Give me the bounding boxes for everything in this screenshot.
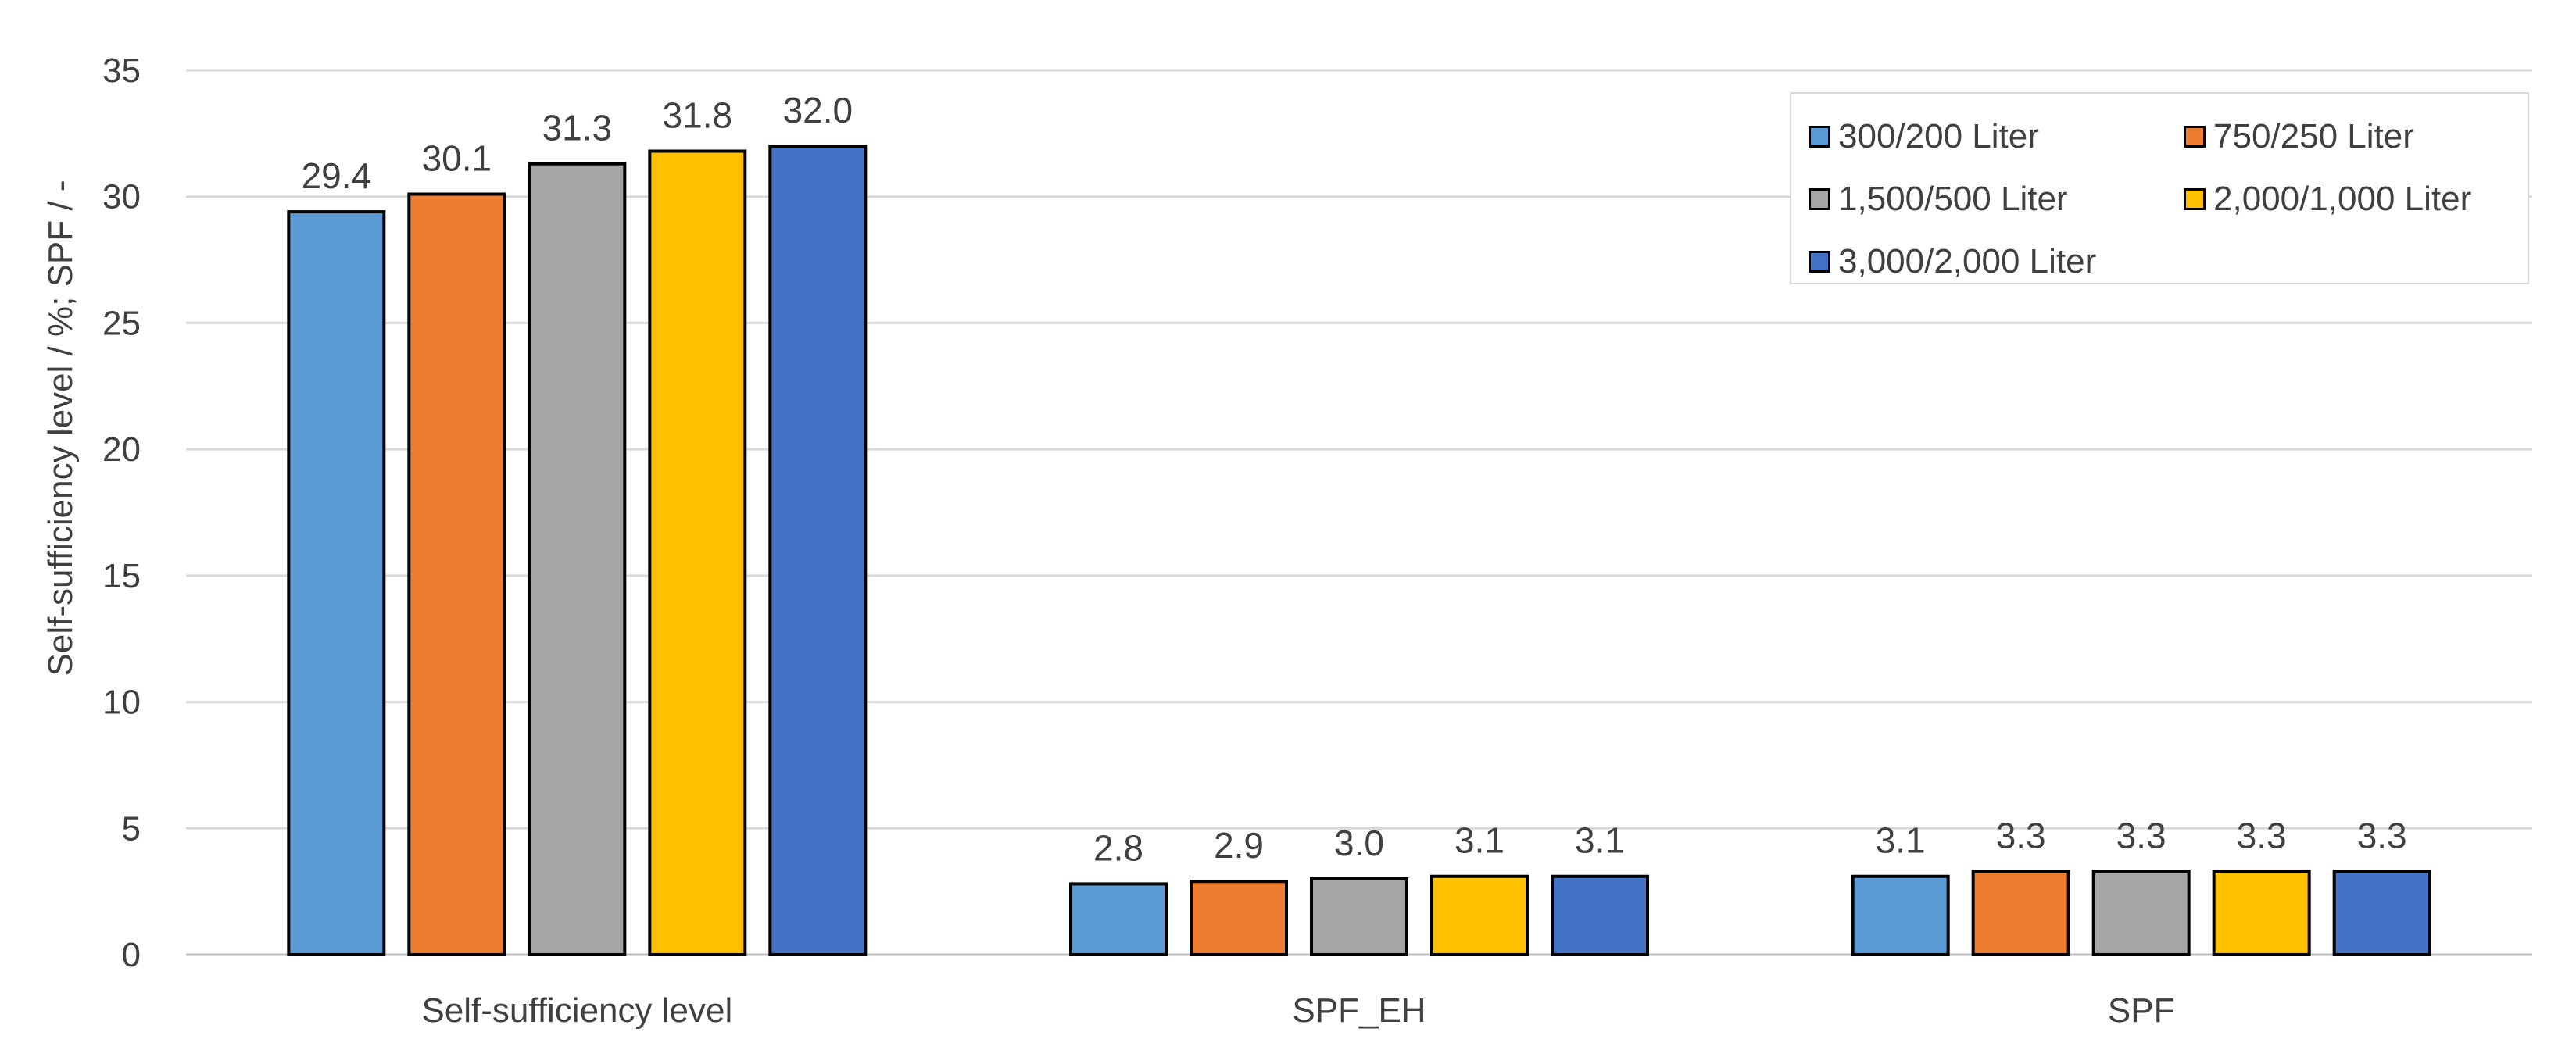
x-category-label-self-sufficiency-level: Self-sufficiency level — [421, 991, 732, 1030]
bar-spf-eh-3-000-2-000-liter — [1551, 874, 1649, 957]
legend: 300/200 Liter 750/250 Liter 1,500/500 Li… — [1790, 92, 2529, 284]
y-tick-label-25: 25 — [102, 304, 141, 342]
bar-spf-3-000-2-000-liter — [2332, 870, 2431, 956]
x-category-label-spf-eh: SPF_EH — [1292, 991, 1426, 1030]
data-label-spf-eh-3-000-2-000-liter: 3.1 — [1575, 820, 1625, 861]
bar-self-sufficiency-level-300-200-liter — [287, 210, 386, 956]
y-tick-label-30: 30 — [102, 178, 141, 216]
legend-label-1500-500-liter: 1,500/500 Liter — [1838, 180, 2068, 218]
legend-swatch-300-200-liter — [1809, 126, 1830, 148]
y-tick-label-35: 35 — [102, 52, 141, 90]
y-tick-label-0: 0 — [122, 936, 141, 974]
legend-swatch-2000-1000-liter — [2184, 188, 2206, 210]
bar-spf-eh-1-500-500-liter — [1310, 877, 1408, 957]
legend-swatch-1500-500-liter — [1809, 188, 1830, 210]
bar-spf-2-000-1-000-liter — [2212, 870, 2311, 956]
legend-label-3000-2000-liter: 3,000/2,000 Liter — [1838, 242, 2097, 280]
legend-item-2000-1000-liter: 2,000/1,000 Liter — [2184, 180, 2471, 219]
bar-spf-1-500-500-liter — [2091, 870, 2191, 956]
data-label-self-sufficiency-level-3-000-2-000-liter: 32.0 — [783, 90, 853, 130]
y-tick-label-20: 20 — [102, 430, 141, 469]
y-axis-ticks: 0 5 10 15 20 25 30 35 — [102, 52, 141, 974]
x-category-label-spf: SPF — [2108, 991, 2175, 1030]
bar-self-sufficiency-level-2-000-1-000-liter — [648, 149, 747, 956]
legend-swatch-750-250-liter — [2184, 126, 2206, 148]
y-tick-label-15: 15 — [102, 557, 141, 595]
x-axis-categories: Self-sufficiency level SPF_EH SPF — [421, 991, 2174, 1030]
legend-item-300-200-liter: 300/200 Liter — [1809, 117, 2039, 156]
data-label-spf-eh-1-500-500-liter: 3.0 — [1334, 823, 1384, 863]
bar-spf-300-200-liter — [1851, 874, 1950, 957]
data-label-spf-1-500-500-liter: 3.3 — [2116, 815, 2166, 855]
data-label-spf-750-250-liter: 3.3 — [1996, 815, 2046, 855]
legend-label-2000-1000-liter: 2,000/1,000 Liter — [2213, 180, 2472, 218]
bar-self-sufficiency-level-750-250-liter — [407, 192, 506, 957]
y-tick-label-5: 5 — [122, 809, 141, 848]
data-label-spf-300-200-liter: 3.1 — [1876, 820, 1926, 861]
bar-spf-eh-300-200-liter — [1069, 882, 1168, 956]
y-axis-title: Self-sufficiency level / %; SPF / - — [41, 180, 80, 677]
bar-self-sufficiency-level-3-000-2-000-liter — [768, 145, 868, 956]
legend-item-750-250-liter: 750/250 Liter — [2184, 117, 2414, 156]
data-label-self-sufficiency-level-1-500-500-liter: 31.3 — [542, 108, 613, 148]
bar-spf-eh-750-250-liter — [1190, 880, 1288, 956]
data-label-spf-eh-300-200-liter: 2.8 — [1093, 827, 1143, 868]
data-label-self-sufficiency-level-2-000-1-000-liter: 31.8 — [663, 95, 733, 135]
bar-spf-750-250-liter — [1971, 870, 2070, 956]
data-labels: 29.4 30.1 31.3 31.8 32.0 2.8 2.9 3.0 3.1 3.1 3.1 3.… — [302, 90, 2407, 868]
legend-label-300-200-liter: 300/200 Liter — [1838, 117, 2039, 155]
legend-swatch-3000-2000-liter — [1809, 251, 1830, 273]
bar-self-sufficiency-level-1-500-500-liter — [528, 162, 627, 956]
data-label-spf-eh-2-000-1-000-liter: 3.1 — [1454, 820, 1504, 861]
data-label-spf-3-000-2-000-liter: 3.3 — [2357, 815, 2407, 855]
legend-item-1500-500-liter: 1,500/500 Liter — [1809, 180, 2068, 219]
data-label-spf-2-000-1-000-liter: 3.3 — [2237, 815, 2287, 855]
data-label-self-sufficiency-level-750-250-liter: 30.1 — [422, 137, 492, 178]
data-label-self-sufficiency-level-300-200-liter: 29.4 — [302, 155, 372, 196]
bar-spf-eh-2-000-1-000-liter — [1430, 874, 1529, 957]
legend-label-750-250-liter: 750/250 Liter — [2213, 117, 2414, 155]
data-label-spf-eh-750-250-liter: 2.9 — [1214, 825, 1264, 866]
legend-item-3000-2000-liter: 3,000/2,000 Liter — [1809, 242, 2096, 281]
bars — [287, 145, 2431, 957]
y-tick-label-10: 10 — [102, 684, 141, 722]
